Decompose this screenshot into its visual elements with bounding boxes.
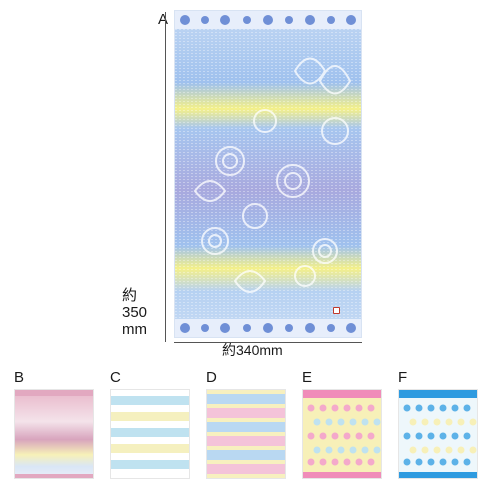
main-towel-image [174,10,362,338]
height-dimension-line [165,12,166,342]
towel-pattern [175,11,361,337]
variant-e-image [302,389,382,479]
variant-f-image [398,389,478,479]
variant-label-c: C [110,369,121,386]
variant-label-e: E [302,369,313,386]
height-dimension-prefix: 約 [122,287,138,304]
main-label: A [158,11,169,28]
height-dimension-value: 350 [122,304,148,321]
width-dimension-line [174,342,362,343]
variant-d-image [206,389,286,479]
variant-c-image [110,389,190,479]
quality-mark-icon [333,307,340,314]
width-dimension-label: 約340mm [222,342,283,358]
height-dimension-unit: mm [122,321,147,338]
variant-label-d: D [206,369,217,386]
variant-label-f: F [398,369,408,386]
variant-b-image [14,389,94,479]
variant-label-b: B [14,369,25,386]
